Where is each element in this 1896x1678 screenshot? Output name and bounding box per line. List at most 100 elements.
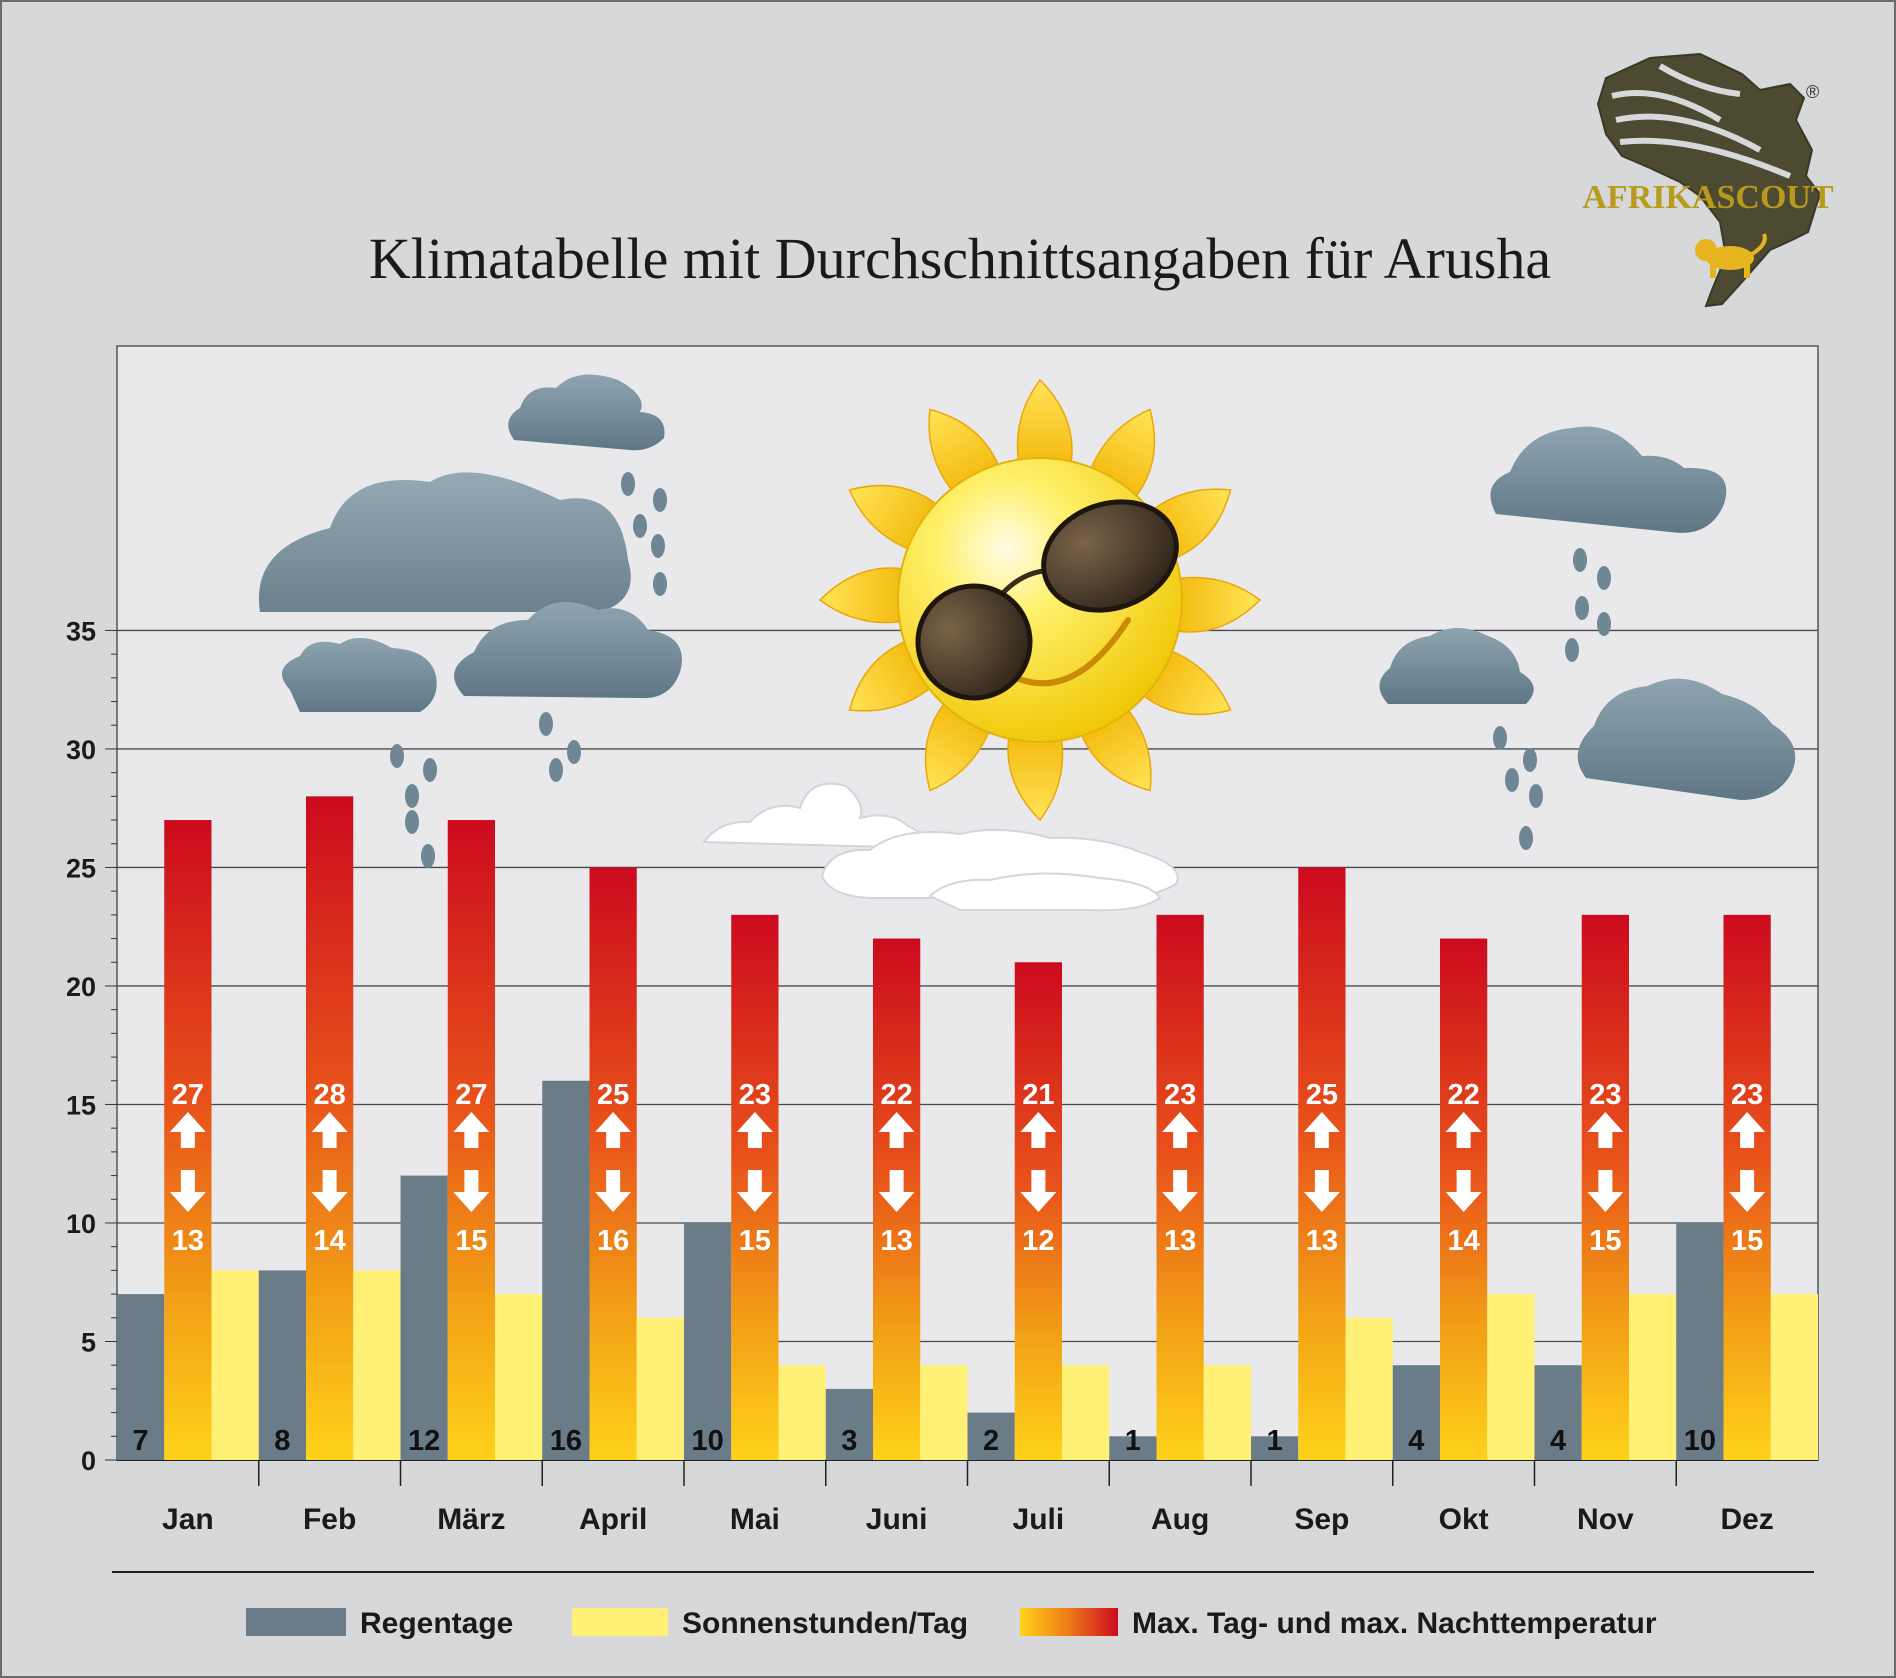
min-temp-label: 16 <box>597 1225 629 1257</box>
temp-bar <box>589 867 637 1460</box>
max-temp-label: 27 <box>455 1079 487 1111</box>
sun-bar <box>920 1365 968 1460</box>
arrow-down-icon <box>878 1170 915 1212</box>
rain-bar <box>1251 1436 1299 1460</box>
legend-label-sun: Sonnenstunden/Tag <box>682 1607 968 1640</box>
min-temp-label: 15 <box>1731 1225 1763 1257</box>
lion-icon <box>1695 233 1767 278</box>
legend-label-rain: Regentage <box>360 1607 513 1640</box>
min-temp-label: 13 <box>1164 1225 1196 1257</box>
arrow-up-icon <box>878 1112 915 1148</box>
min-temp-label: 14 <box>313 1225 345 1257</box>
arrow-down-icon <box>311 1170 348 1212</box>
max-temp-label: 23 <box>1731 1079 1763 1111</box>
rain-bar <box>400 1175 448 1460</box>
arrow-up-icon <box>1445 1112 1482 1148</box>
rain-value-label: 3 <box>841 1425 857 1457</box>
sun-bar <box>211 1270 259 1460</box>
legend-swatch-temp <box>1020 1608 1118 1636</box>
labels-layer: 0510152025303572713Jan82814Feb122715März… <box>66 616 1774 1536</box>
y-tick-label: 5 <box>81 1327 96 1357</box>
sun-bar <box>1203 1365 1251 1460</box>
sun-bar <box>353 1270 401 1460</box>
month-label: Dez <box>1720 1503 1773 1536</box>
sun-bar <box>1770 1294 1818 1460</box>
sun-bar <box>1345 1317 1393 1460</box>
decorations <box>258 374 1796 912</box>
arrow-up-icon <box>1162 1112 1199 1148</box>
rain-value-label: 1 <box>1267 1425 1283 1457</box>
rain-bar <box>967 1412 1015 1460</box>
month-label: Jan <box>162 1503 214 1536</box>
y-tick-label: 15 <box>66 1090 96 1120</box>
sun-bar <box>495 1294 543 1460</box>
max-temp-label: 23 <box>1589 1079 1621 1111</box>
month-label: Sep <box>1294 1503 1349 1536</box>
rain-bar <box>542 1080 590 1460</box>
afrikascout-logo: AFRIKASCOUT ® <box>1582 52 1834 308</box>
white-cloud-icon <box>702 782 1179 912</box>
rain-bar <box>1109 1436 1157 1460</box>
arrow-down-icon <box>1587 1170 1624 1212</box>
month-label: Feb <box>303 1503 356 1536</box>
raindrops <box>390 472 1611 868</box>
arrow-up-icon <box>595 1112 632 1148</box>
arrow-up-icon <box>169 1112 206 1148</box>
sun-bar <box>1629 1294 1677 1460</box>
sun-bar <box>636 1317 684 1460</box>
arrow-up-icon <box>453 1112 490 1148</box>
rain-value-label: 16 <box>550 1425 582 1457</box>
min-temp-label: 15 <box>455 1225 487 1257</box>
sunglasses-icon <box>915 499 1179 701</box>
month-label: April <box>579 1503 647 1536</box>
rain-bar <box>258 1270 306 1460</box>
logo-brand: AFRIKASCOUT <box>1582 179 1834 216</box>
rain-value-label: 10 <box>691 1425 723 1457</box>
y-tick-label: 0 <box>81 1446 96 1476</box>
min-temp-label: 13 <box>172 1225 204 1257</box>
arrow-down-icon <box>595 1170 632 1212</box>
rain-value-label: 10 <box>1684 1425 1716 1457</box>
rain-bar <box>684 1222 732 1460</box>
arrow-up-icon <box>1587 1112 1624 1148</box>
rain-bar <box>825 1388 873 1460</box>
sun-bar <box>1062 1365 1110 1460</box>
max-temp-label: 25 <box>1306 1079 1338 1111</box>
arrow-down-icon <box>1445 1170 1482 1212</box>
max-temp-label: 22 <box>1447 1079 1479 1111</box>
arrow-up-icon <box>1729 1112 1766 1148</box>
month-label: März <box>437 1503 505 1536</box>
arrow-up-icon <box>1303 1112 1340 1148</box>
rain-value-label: 2 <box>983 1425 999 1457</box>
min-temp-label: 13 <box>880 1225 912 1257</box>
legend: Regentage Sonnenstunden/Tag Max. Tag- un… <box>246 1607 1657 1640</box>
arrow-down-icon <box>453 1170 490 1212</box>
arrow-down-icon <box>1162 1170 1199 1212</box>
rain-value-label: 8 <box>274 1425 290 1457</box>
rain-value-label: 1 <box>1125 1425 1141 1457</box>
month-label: Juli <box>1013 1503 1065 1536</box>
arrow-up-icon <box>1020 1112 1057 1148</box>
sun-bar <box>778 1365 826 1460</box>
arrow-down-icon <box>1729 1170 1766 1212</box>
legend-label-temp: Max. Tag- und max. Nachttemperatur <box>1132 1607 1657 1640</box>
rain-cloud-icon <box>258 374 1796 800</box>
rain-value-label: 12 <box>408 1425 440 1457</box>
max-temp-label: 22 <box>880 1079 912 1111</box>
sun-icon <box>818 378 1262 822</box>
rain-value-label: 7 <box>133 1425 149 1457</box>
month-label: Mai <box>730 1503 780 1536</box>
month-label: Juni <box>866 1503 928 1536</box>
arrow-down-icon <box>1020 1170 1057 1212</box>
chart-title: Klimatabelle mit Durchschnittsangaben fü… <box>369 226 1551 291</box>
arrow-up-icon <box>736 1112 773 1148</box>
arrow-down-icon <box>736 1170 773 1212</box>
max-temp-label: 23 <box>739 1079 771 1111</box>
rain-bar <box>117 1294 165 1460</box>
month-label: Aug <box>1151 1503 1209 1536</box>
rain-bar <box>1392 1365 1440 1460</box>
arrow-down-icon <box>1303 1170 1340 1212</box>
y-tick-label: 10 <box>66 1209 96 1239</box>
